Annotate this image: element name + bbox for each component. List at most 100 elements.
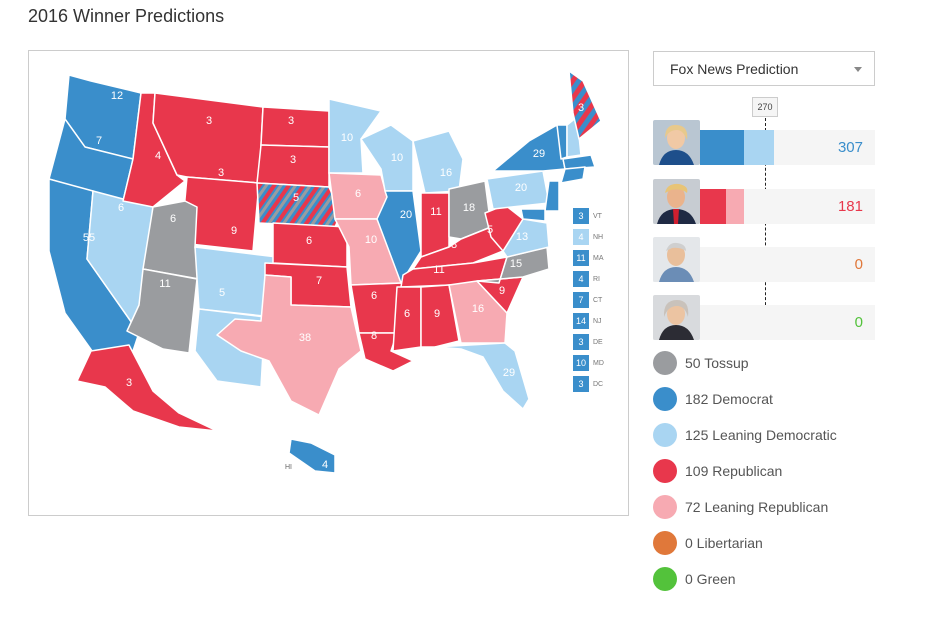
ne-key-abbr: MD bbox=[593, 359, 604, 367]
ev-label-VA: 13 bbox=[516, 231, 528, 243]
legend-item-libertarian: 0 Libertarian bbox=[653, 530, 837, 556]
ne-key-ev: 3 bbox=[573, 334, 589, 350]
ev-label-LA: 8 bbox=[371, 330, 377, 342]
ev-labels-group: 12 7 55 6 4 3 3 6 11 9 5 3 3 5 6 7 38 10 6 10 6 8 10 20 16 11 18 8 1… bbox=[83, 90, 584, 471]
selected-source: Fox News Prediction bbox=[670, 60, 799, 77]
ne-key-row-MA: 11 MA bbox=[573, 249, 628, 267]
candidate-count: 0 bbox=[854, 314, 863, 331]
ev-label-AK: 3 bbox=[126, 377, 132, 389]
state-NY[interactable] bbox=[492, 124, 566, 172]
state-MI[interactable] bbox=[412, 130, 464, 194]
state-CT[interactable] bbox=[560, 166, 586, 184]
ev-label-WI: 10 bbox=[391, 152, 403, 164]
ev-label-MT: 3 bbox=[206, 115, 212, 127]
ne-key-ev: 3 bbox=[573, 376, 589, 392]
ev-label-NY: 29 bbox=[533, 148, 545, 160]
ne-key-ev: 3 bbox=[573, 208, 589, 224]
page-title: 2016 Winner Predictions bbox=[28, 6, 225, 26]
legend: 50 Tossup 182 Democrat 125 Leaning Democ… bbox=[653, 350, 837, 602]
ne-key-abbr: VT bbox=[593, 212, 602, 220]
ne-key-row-VT: 3 VT bbox=[573, 207, 628, 225]
ev-label-NM: 5 bbox=[219, 287, 225, 299]
us-map: 12 7 55 6 4 3 3 6 11 9 5 3 3 5 6 7 38 10 6 10 6 8 10 20 16 11 18 8 1… bbox=[48, 70, 602, 474]
candidate-row-clinton: 307 bbox=[653, 120, 875, 165]
ne-key-ev: 4 bbox=[573, 229, 589, 245]
prediction-source-select[interactable]: Fox News Prediction bbox=[653, 51, 875, 86]
legend-dot bbox=[653, 495, 677, 519]
northeast-key: 3 VT 4 NH 11 MA 4 RI 7 CT 14 NJ 3 DE 10 MD 3 DC bbox=[573, 207, 628, 396]
state-VA[interactable] bbox=[502, 218, 550, 258]
state-FL[interactable] bbox=[434, 342, 530, 410]
legend-label: 0 Green bbox=[685, 571, 736, 587]
ne-key-abbr: DC bbox=[593, 380, 604, 388]
state-MD[interactable] bbox=[520, 208, 546, 222]
state-MA[interactable] bbox=[562, 154, 596, 170]
ev-label-AL: 9 bbox=[434, 308, 440, 320]
legend-label: 0 Libertarian bbox=[685, 535, 763, 551]
ne-key-row-DE: 3 DE bbox=[573, 333, 628, 351]
ev-label-MO: 10 bbox=[365, 234, 377, 246]
state-IN[interactable] bbox=[420, 192, 450, 258]
ne-key-abbr: RI bbox=[593, 275, 600, 283]
ev-label-MN: 10 bbox=[341, 132, 353, 144]
bar-solid-dem bbox=[700, 130, 744, 165]
chevron-down-icon bbox=[854, 67, 862, 72]
state-AL[interactable] bbox=[420, 284, 460, 348]
ne-key-abbr: NJ bbox=[593, 317, 602, 325]
candidate-photo-icon bbox=[653, 295, 700, 340]
state-NE[interactable] bbox=[256, 182, 342, 228]
ne-key-abbr: NH bbox=[593, 233, 604, 241]
ev-label-PA: 20 bbox=[515, 182, 527, 194]
ev-label-NC: 15 bbox=[510, 258, 522, 270]
ne-key-abbr: CT bbox=[593, 296, 603, 304]
legend-item-republican: 109 Republican bbox=[653, 458, 837, 484]
electoral-map: 12 7 55 6 4 3 3 6 11 9 5 3 3 5 6 7 38 10 6 10 6 8 10 20 16 11 18 8 1… bbox=[28, 50, 629, 516]
candidate-count: 307 bbox=[837, 139, 863, 156]
ne-key-ev: 14 bbox=[573, 313, 589, 329]
ev-label-NE: 5 bbox=[293, 192, 299, 204]
ne-key-row-RI: 4 RI bbox=[573, 270, 628, 288]
legend-label: 109 Republican bbox=[685, 463, 783, 479]
ne-key-row-CT: 7 CT bbox=[573, 291, 628, 309]
state-MN[interactable] bbox=[328, 98, 382, 174]
ev-label-ME: 3 bbox=[578, 102, 584, 114]
legend-label: 182 Democrat bbox=[685, 391, 773, 407]
ne-key-row-DC: 3 DC bbox=[573, 375, 628, 393]
threshold-label: 270 bbox=[752, 97, 778, 117]
ev-label-WA: 12 bbox=[111, 90, 123, 102]
state-GA[interactable] bbox=[448, 280, 508, 344]
state-AK[interactable] bbox=[76, 344, 218, 432]
state-HI[interactable] bbox=[288, 438, 336, 474]
state-SD[interactable] bbox=[256, 144, 330, 188]
ev-label-OK: 7 bbox=[316, 275, 322, 287]
ev-label-AZ: 11 bbox=[159, 278, 170, 290]
ne-key-ev: 7 bbox=[573, 292, 589, 308]
state-ND[interactable] bbox=[260, 106, 330, 148]
ne-key-ev: 4 bbox=[573, 271, 589, 287]
state-ME[interactable] bbox=[568, 70, 602, 140]
hi-label: HI bbox=[285, 464, 292, 471]
candidate-photo-icon bbox=[653, 179, 700, 224]
state-NJ[interactable] bbox=[544, 180, 560, 212]
ev-label-WV: 5 bbox=[487, 224, 493, 236]
ev-label-HI: 4 bbox=[322, 459, 328, 471]
ev-label-CA: 55 bbox=[83, 232, 95, 244]
bar-solid-rep bbox=[700, 189, 727, 224]
candidate-photo-icon bbox=[653, 120, 700, 165]
ev-label-WY: 3 bbox=[218, 167, 224, 179]
ev-label-TN: 11 bbox=[433, 264, 444, 276]
ne-key-row-MD: 10 MD bbox=[573, 354, 628, 372]
ev-label-AR: 6 bbox=[371, 290, 377, 302]
legend-dot bbox=[653, 459, 677, 483]
legend-dot bbox=[653, 567, 677, 591]
legend-item-democrat: 182 Democrat bbox=[653, 386, 837, 412]
state-TX[interactable] bbox=[216, 274, 362, 416]
candidate-row-stein: 0 bbox=[653, 295, 875, 340]
ev-label-OR: 7 bbox=[96, 135, 102, 147]
states-group bbox=[48, 70, 602, 474]
ev-label-ID: 4 bbox=[155, 150, 161, 162]
ev-label-IN: 11 bbox=[430, 206, 441, 218]
ev-label-NV: 6 bbox=[118, 202, 124, 214]
legend-item-leaning-republican: 72 Leaning Republican bbox=[653, 494, 837, 520]
ev-label-OH: 18 bbox=[463, 202, 475, 214]
